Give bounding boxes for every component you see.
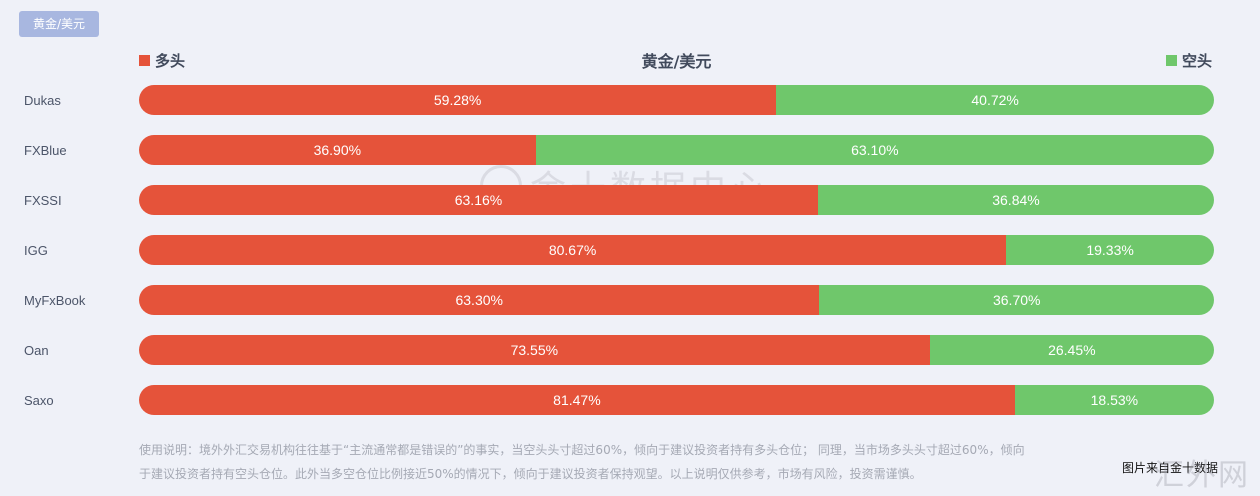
bar-segment-long: 81.47% [139, 385, 1015, 415]
stacked-bar: 36.90% 63.10% [139, 135, 1214, 165]
bar-segment-long: 73.55% [139, 335, 930, 365]
category-label: IGG [24, 243, 48, 258]
bar-segment-short: 18.53% [1014, 385, 1214, 415]
bar-rows: Dukas 59.28% 40.72% FXBlue 36.90% 63.10% FXSSI… [0, 85, 1260, 435]
bar-segment-short: 26.45% [929, 335, 1214, 365]
bar-segment-short: 36.84% [817, 185, 1214, 215]
stacked-bar: 81.47% 18.53% [139, 385, 1214, 415]
bar-row: IGG 80.67% 19.33% [0, 235, 1260, 285]
category-label: FXBlue [24, 143, 67, 158]
bar-row: MyFxBook 63.30% 36.70% [0, 285, 1260, 335]
bar-segment-long: 36.90% [139, 135, 536, 165]
bar-segment-short: 19.33% [1006, 235, 1214, 265]
usage-note: 使用说明：境外外汇交易机构往往基于“主流通常都是错误的”的事实，当空头头寸超过6… [139, 438, 1044, 486]
bar-segment-long: 59.28% [139, 85, 777, 115]
usage-note-line2: 于建议投资者持有空头仓位。此外当多空仓位比例接近50%的情况下，倾向于建议投资者… [139, 467, 922, 481]
bar-segment-long: 80.67% [139, 235, 1007, 265]
legend-short: 空头 [1166, 50, 1212, 71]
corner-watermark: 汇外网 [1154, 458, 1250, 493]
legend-long-label: 多头 [155, 52, 186, 70]
category-label: Dukas [24, 93, 61, 108]
bar-segment-short: 63.10% [535, 135, 1214, 165]
category-label: MyFxBook [24, 293, 86, 308]
stacked-bar: 59.28% 40.72% [139, 85, 1214, 115]
chart-title: 黄金/美元 [641, 52, 712, 71]
bar-segment-long: 63.16% [139, 185, 818, 215]
stacked-bar: 63.30% 36.70% [139, 285, 1214, 315]
bar-row: Oan 73.55% 26.45% [0, 335, 1260, 385]
bar-row: FXBlue 36.90% 63.10% [0, 135, 1260, 185]
legend-long-swatch [139, 55, 150, 66]
instrument-tab[interactable]: 黄金/美元 [19, 11, 99, 37]
legend-short-swatch [1166, 55, 1177, 66]
bar-row: Dukas 59.28% 40.72% [0, 85, 1260, 135]
usage-note-line1: 使用说明：境外外汇交易机构往往基于“主流通常都是错误的”的事实，当空头头寸超过6… [139, 443, 1025, 457]
stacked-bar: 73.55% 26.45% [139, 335, 1214, 365]
bar-segment-long: 63.30% [139, 285, 820, 315]
category-label: Saxo [24, 393, 54, 408]
bar-row: Saxo 81.47% 18.53% [0, 385, 1260, 435]
stacked-bar: 80.67% 19.33% [139, 235, 1214, 265]
category-label: FXSSI [24, 193, 62, 208]
bar-segment-short: 40.72% [776, 85, 1214, 115]
legend-long: 多头 [139, 50, 185, 71]
bar-segment-short: 36.70% [819, 285, 1214, 315]
source-credit: 图片来自金十数据 [1122, 461, 1219, 475]
stacked-bar: 63.16% 36.84% [139, 185, 1214, 215]
legend-short-label: 空头 [1182, 52, 1213, 70]
category-label: Oan [24, 343, 49, 358]
bar-row: FXSSI 63.16% 36.84% [0, 185, 1260, 235]
